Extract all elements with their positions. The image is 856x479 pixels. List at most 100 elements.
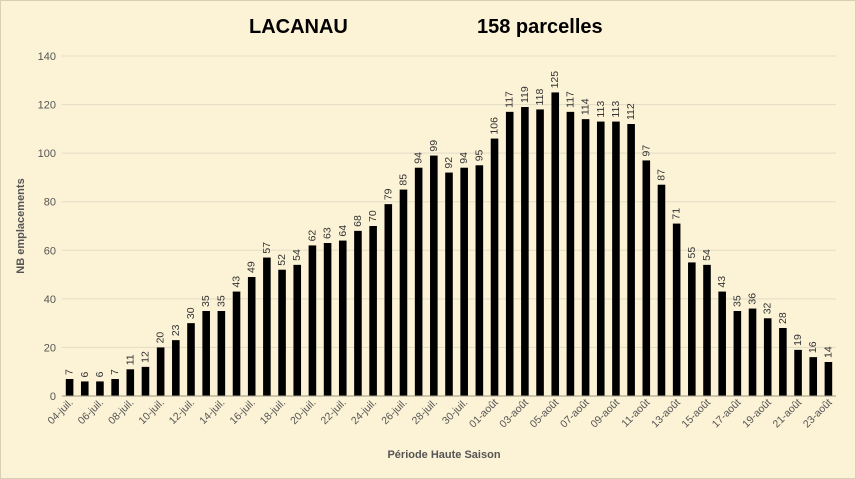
data-label: 54	[291, 249, 303, 261]
data-label: 23	[170, 324, 182, 336]
data-label: 6	[94, 371, 106, 377]
bar	[430, 155, 438, 396]
x-tick-label: 24-juil.	[349, 397, 379, 427]
x-tick-label: 19-août	[740, 397, 774, 431]
data-label: 118	[534, 89, 546, 106]
bar	[536, 109, 544, 396]
data-label: 35	[200, 295, 212, 307]
x-tick-label: 15-août	[679, 397, 713, 431]
bar	[733, 311, 742, 396]
bar	[80, 381, 89, 396]
x-tick-label: 09-août	[588, 397, 622, 431]
bar	[794, 349, 802, 396]
data-label: 85	[397, 174, 409, 186]
bar	[718, 291, 726, 396]
x-tick-label: 20-juil.	[288, 397, 318, 427]
data-label: 114	[580, 98, 592, 115]
data-label: 49	[246, 261, 258, 273]
bar	[308, 245, 317, 396]
data-label: 87	[655, 169, 667, 181]
data-label: 113	[595, 101, 607, 118]
bar	[566, 111, 575, 396]
bar	[445, 172, 453, 396]
data-label: 95	[473, 149, 485, 161]
data-label: 113	[610, 101, 622, 118]
data-label: 36	[747, 293, 759, 305]
data-label: 28	[777, 312, 789, 324]
data-label: 35	[731, 295, 743, 307]
y-tick-label: 120	[38, 100, 56, 112]
data-label: 16	[807, 341, 819, 353]
bar	[521, 107, 529, 396]
data-label: 64	[337, 225, 349, 237]
y-axis-title: NB emplacements	[15, 178, 27, 273]
x-tick-label: 13-août	[649, 397, 683, 431]
x-tick-label: 16-juil.	[227, 397, 257, 427]
bar	[323, 243, 332, 396]
bar	[642, 160, 651, 396]
data-label: 43	[231, 276, 243, 288]
bar	[672, 223, 681, 396]
bar	[475, 165, 484, 396]
x-tick-label: 12-juil.	[167, 397, 197, 427]
data-label: 12	[139, 351, 151, 363]
bar	[824, 362, 833, 396]
bar	[460, 167, 468, 396]
data-label: 35	[215, 295, 227, 307]
x-axis-ticks: 04-juil. 06-juil. 08-juil. 10-juil. 12-juil.…	[45, 397, 834, 431]
data-label: 112	[625, 103, 637, 120]
bar	[490, 138, 499, 397]
bar	[293, 264, 302, 396]
data-label: 19	[792, 334, 804, 346]
bar	[581, 119, 590, 397]
bar	[657, 184, 666, 396]
y-tick-label: 0	[50, 391, 56, 403]
x-tick-label: 01-août	[467, 397, 501, 431]
data-label: 94	[458, 152, 470, 164]
data-label: 7	[109, 369, 121, 375]
x-tick-label: 05-août	[528, 397, 562, 431]
x-tick-label: 30-juil.	[440, 397, 470, 427]
x-tick-label: 28-juil.	[410, 397, 440, 427]
data-label: 117	[504, 91, 516, 108]
data-label: 119	[519, 86, 531, 103]
data-label: 55	[686, 247, 698, 259]
bar	[369, 226, 377, 396]
x-tick-label: 10-juil.	[136, 397, 166, 427]
bar	[156, 347, 165, 396]
data-label: 7	[64, 369, 76, 375]
bar	[627, 124, 635, 396]
bar	[217, 311, 226, 396]
data-label: 62	[306, 230, 318, 242]
x-tick-label: 22-juil.	[319, 397, 349, 427]
bar	[96, 381, 104, 396]
bar	[247, 277, 256, 396]
y-tick-label: 20	[44, 342, 56, 354]
bar	[187, 323, 195, 396]
data-label: 70	[367, 210, 379, 222]
data-label: 11	[124, 354, 136, 365]
bar	[612, 121, 620, 397]
bar	[111, 379, 119, 396]
x-tick-label: 21-août	[771, 397, 805, 431]
bar	[809, 357, 818, 396]
data-label: 99	[428, 140, 440, 152]
x-tick-label: 14-juil.	[197, 397, 227, 427]
bar	[232, 291, 241, 396]
bar	[65, 379, 74, 396]
bar	[202, 311, 210, 396]
data-label: 52	[276, 254, 288, 266]
y-axis-ticks: 0 20 40 60 80 100 120 140	[38, 51, 56, 403]
y-tick-label: 40	[44, 294, 56, 306]
x-tick-label: 08-juil.	[106, 397, 136, 427]
x-tick-label: 11-août	[619, 397, 652, 430]
y-tick-label: 60	[44, 245, 56, 257]
data-label: 97	[640, 145, 652, 157]
bar	[141, 366, 150, 396]
bar	[263, 257, 271, 396]
data-label: 43	[716, 276, 728, 288]
bar	[338, 240, 347, 396]
